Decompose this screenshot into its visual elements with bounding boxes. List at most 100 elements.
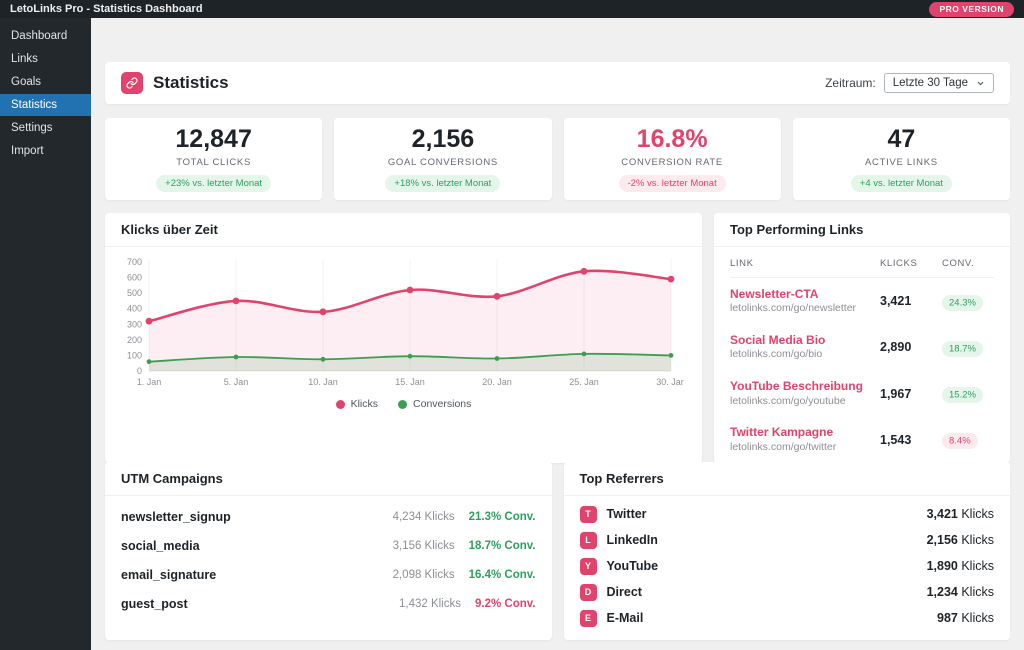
sidebar-item[interactable]: Goals — [0, 71, 91, 93]
referrer-icon: T — [579, 505, 597, 523]
referrer-klicks: 987 Klicks — [937, 611, 994, 625]
link-klicks: 2,890 — [880, 340, 912, 355]
legend-label: Conversions — [413, 398, 472, 410]
link-name[interactable]: YouTube Beschreibung — [730, 378, 863, 393]
campaign-conv: 9.2% Conv. — [475, 597, 536, 610]
list-item: L LinkedIn 2,156 Klicks — [579, 527, 994, 553]
sidebar-item[interactable]: Dashboard — [0, 25, 91, 47]
clicks-over-time-panel: Klicks über Zeit 0 100 200 300 400 500 600 700 1… — [105, 213, 702, 463]
chart-canvas: 0 100 200 300 400 500 600 700 1. Jan 5. Jan 10. Ja… — [127, 257, 686, 387]
svg-text:10. Jan: 10. Jan — [308, 377, 338, 387]
referrer-klicks: 2,156 Klicks — [926, 533, 994, 547]
legend-item-klicks[interactable]: Klicks — [335, 398, 379, 410]
list-item: Y YouTube 1,890 Klicks — [579, 553, 994, 579]
campaign-klicks: 3,156 Klicks — [392, 539, 455, 552]
sidebar: Dashboard Links Goals Statistics Setting… — [0, 18, 91, 650]
svg-text:0: 0 — [137, 366, 142, 376]
main-content: Statistics Zeitraum: Letzte 30 Tage 12,8… — [91, 18, 1024, 650]
sidebar-item-label: Statistics — [11, 99, 58, 111]
referrer-name: Direct — [606, 585, 642, 599]
link-name[interactable]: Newsletter-CTA — [730, 286, 819, 301]
campaign-conv: 21.3% Conv. — [468, 510, 536, 523]
list-item: D Direct 1,234 Klicks — [579, 579, 994, 605]
page-header: Statistics Zeitraum: Letzte 30 Tage — [105, 62, 1010, 104]
link-conv-badge: 8.4% — [942, 433, 978, 450]
svg-text:500: 500 — [127, 288, 142, 298]
chevron-down-icon — [977, 81, 984, 85]
sidebar-item[interactable]: Settings — [0, 117, 91, 139]
stat-label: Total Clicks — [176, 157, 251, 169]
pro-version-badge: PRO VERSION — [929, 1, 1014, 17]
column-conv: Conv. — [942, 258, 975, 269]
utm-campaigns-title: UTM Campaigns — [105, 462, 552, 496]
link-name[interactable]: Social Media Bio — [730, 332, 826, 347]
campaign-conv: 18.7% Conv. — [468, 539, 536, 552]
sidebar-item-label: Dashboard — [11, 30, 68, 42]
stat-card: 12,847 Total Clicks +23% vs. letzter Mon… — [105, 118, 323, 200]
stat-value: 16.8% — [636, 124, 708, 153]
chart-legend: Klicks Conversions — [119, 396, 688, 410]
stat-trend-badge: +23% vs. letzter Monat — [156, 175, 272, 193]
stat-trend-badge: +4 vs. letzter Monat — [850, 175, 952, 193]
svg-text:25. Jan: 25. Jan — [569, 377, 599, 387]
sidebar-item[interactable]: Statistics — [0, 94, 91, 116]
legend-label: Klicks — [350, 398, 379, 410]
svg-text:30. Jan: 30. Jan — [656, 377, 684, 387]
chart-title: Klicks über Zeit — [105, 213, 702, 247]
link-name[interactable]: Twitter Kampagne — [730, 425, 834, 440]
link-url: letolinks.com/go/bio — [730, 348, 823, 361]
link-icon — [121, 72, 143, 94]
window-title: LetoLinks Pro - Statistics Dashboard — [10, 3, 203, 15]
campaign-name: social_media — [121, 538, 200, 553]
referrer-icon: Y — [579, 557, 597, 575]
svg-text:300: 300 — [127, 319, 142, 329]
top-referrers-panel: Top Referrers T Twitter 3,421 Klicks L L… — [563, 462, 1010, 640]
referrer-klicks: 3,421 Klicks — [926, 507, 994, 521]
table-row: YouTube Beschreibung letolinks.com/go/yo… — [730, 370, 994, 416]
campaign-name: email_signature — [121, 567, 217, 582]
table-row: Social Media Bio letolinks.com/go/bio 2,… — [730, 324, 994, 370]
referrer-name: E-Mail — [606, 611, 644, 625]
zeitraum-select[interactable]: Letzte 30 Tage — [883, 73, 994, 93]
stat-trend-badge: -2% vs. letzter Monat — [618, 175, 726, 193]
referrer-name: LinkedIn — [606, 533, 658, 547]
referrer-name: YouTube — [606, 559, 659, 573]
top-performing-links-panel: Top Performing Links Link Klicks Conv. N… — [714, 213, 1010, 463]
zeitraum-selected-value: Letzte 30 Tage — [892, 77, 968, 89]
link-klicks: 1,543 — [880, 432, 912, 447]
sidebar-item-label: Links — [11, 53, 38, 65]
svg-text:20. Jan: 20. Jan — [482, 377, 512, 387]
sidebar-item[interactable]: Links — [0, 48, 91, 70]
link-klicks: 3,421 — [880, 294, 912, 309]
top-links-title: Top Performing Links — [714, 213, 1010, 247]
stat-card: 47 Active Links +4 vs. letzter Monat — [792, 118, 1010, 200]
admin-bar: LetoLinks Pro - Statistics Dashboard PRO… — [0, 0, 1024, 18]
legend-dot — [398, 399, 408, 409]
campaign-name: guest_post — [121, 596, 188, 611]
stat-trend-badge: +18% vs. letzter Monat — [385, 175, 501, 193]
svg-text:600: 600 — [127, 273, 142, 283]
referrer-icon: L — [579, 531, 597, 549]
link-url: letolinks.com/go/youtube — [730, 394, 846, 407]
table-row: Twitter Kampagne letolinks.com/go/twitte… — [730, 417, 994, 463]
referrer-klicks: 1,890 Klicks — [926, 559, 994, 573]
stat-card: 16.8% Conversion Rate -2% vs. letzter Mo… — [563, 118, 781, 200]
referrer-icon: D — [579, 583, 597, 601]
svg-text:400: 400 — [127, 304, 142, 314]
legend-item-conversions[interactable]: Conversions — [398, 398, 471, 410]
stat-card: 2,156 Goal Conversions +18% vs. letzter … — [334, 118, 552, 200]
svg-text:5. Jan: 5. Jan — [224, 377, 249, 387]
referrer-name: Twitter — [606, 507, 647, 521]
sidebar-item-label: Goals — [11, 76, 42, 88]
campaign-conv: 16.4% Conv. — [468, 568, 536, 581]
link-conv-badge: 24.3% — [942, 294, 983, 311]
zeitraum-label: Zeitraum: — [825, 76, 876, 90]
list-item: newsletter_signup 4,234 Klicks 21.3% Con… — [121, 502, 536, 531]
top-referrers-title: Top Referrers — [563, 462, 1010, 496]
list-item: T Twitter 3,421 Klicks — [579, 501, 994, 527]
sidebar-item-label: Settings — [11, 122, 53, 134]
stat-label: Active Links — [864, 157, 938, 169]
campaign-klicks: 1,432 Klicks — [398, 597, 461, 610]
campaign-name: newsletter_signup — [121, 509, 231, 524]
sidebar-item[interactable]: Import — [0, 140, 91, 162]
